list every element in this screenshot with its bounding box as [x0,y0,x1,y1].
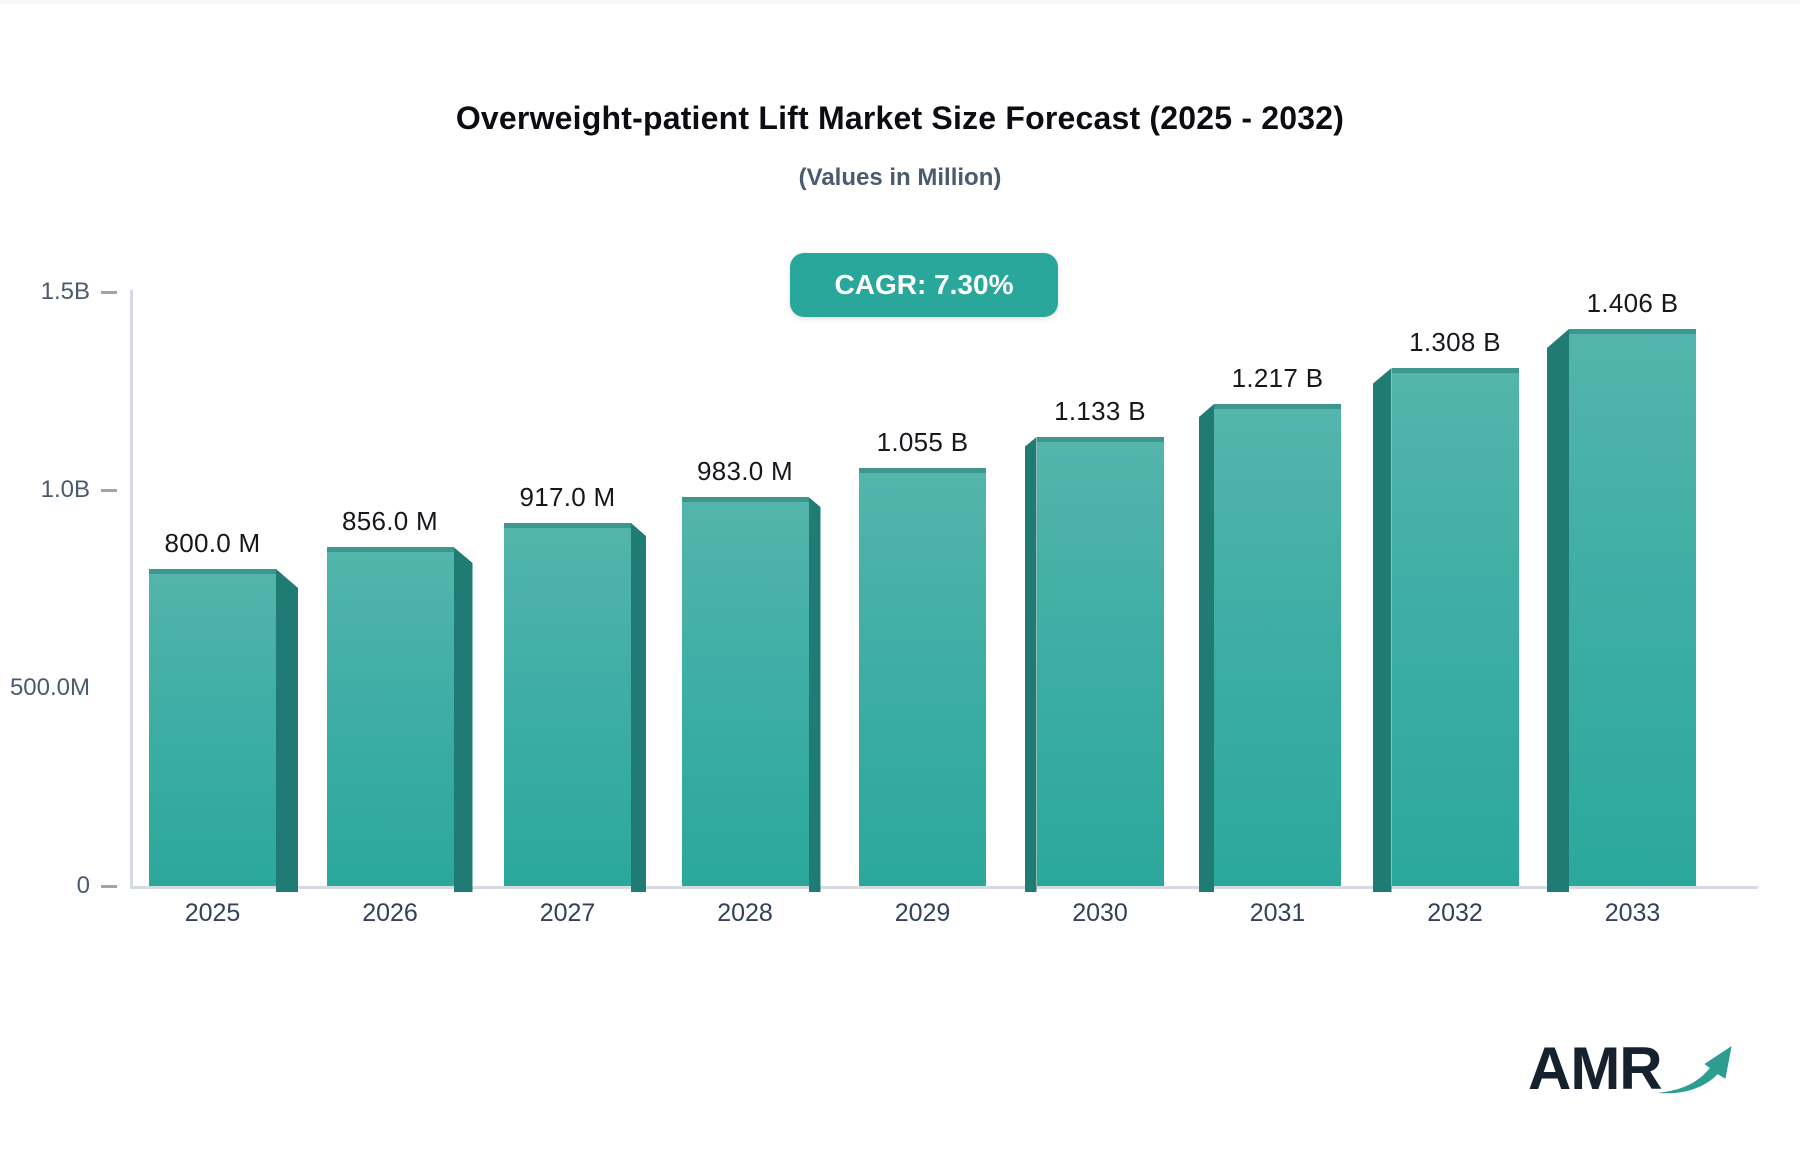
cagr-badge: CAGR: 7.30% [790,253,1058,317]
bar-3d-side-2031 [1199,404,1214,892]
bar-value-label: 1.217 B [1231,363,1324,393]
x-axis-label-2032: 2032 [1427,899,1483,927]
bar-3d-side-2025 [276,569,298,892]
bar-value-label: 856.0 M [341,506,439,536]
bar-2028 [681,497,809,886]
bar-2027 [504,523,631,886]
x-axis-label-2033: 2033 [1604,899,1661,927]
bar-2030 [1036,437,1164,886]
x-axis-label-2031: 2031 [1249,899,1306,927]
bar-value-label: 917.0 M [519,482,616,512]
bar-value-label: 1.406 B [1586,288,1679,318]
x-axis-label-2030: 2030 [1072,899,1128,927]
bar-value-label: 800.0 M [164,528,261,558]
y-axis-label: 500.0M [9,674,90,701]
amr-logo: AMR [1528,1038,1734,1102]
bar-2033 [1569,329,1696,886]
x-axis-label-2029: 2029 [894,899,951,927]
bar-3d-side-2032 [1372,368,1392,892]
y-axis-tick [101,291,117,294]
cagr-badge-label: CAGR: 7.30% [834,269,1014,300]
y-axis-tick [101,489,117,492]
bar-3d-side-2028 [808,497,821,892]
x-axis-label-2027: 2027 [539,899,596,927]
bar-2031 [1214,404,1341,886]
y-axis-tick [101,885,117,888]
bar-3d-side-2026 [453,547,473,892]
bar-2029 [859,468,986,886]
bar-2025 [149,569,276,886]
x-axis-label-2026: 2026 [362,899,418,927]
chart-subtitle: (Values in Million) [798,164,1002,191]
y-axis-label: 1.5B [40,278,90,305]
y-axis-label: 0 [76,872,90,899]
y-axis-label: 1.0B [40,476,90,503]
x-axis-label-2028: 2028 [717,899,773,927]
bar-2026 [326,547,454,886]
x-axis-line [130,886,1758,889]
bar-3d-side-2033 [1547,329,1569,892]
bars-layer: 800.0 M 856.0 M 917.0 M 983.0 M 1.055 B 1.133… [130,288,1758,892]
bar-value-label: 1.308 B [1409,327,1501,357]
amr-logo-text: AMR [1528,1035,1663,1102]
x-axis-label-2025: 2025 [184,899,241,927]
growth-arrow-icon [1657,1046,1732,1094]
y-axis-line [130,290,133,889]
bar-2032 [1391,368,1519,886]
bar-3d-side-2027 [631,523,646,892]
bar-value-label: 983.0 M [696,456,794,486]
bar-value-label: 1.133 B [1054,396,1146,426]
bar-value-label: 1.055 B [876,427,969,457]
page-top-border [0,0,1800,4]
chart-title: Overweight-patient Lift Market Size Fore… [455,100,1345,136]
bar-3d-side-2030 [1024,437,1037,892]
